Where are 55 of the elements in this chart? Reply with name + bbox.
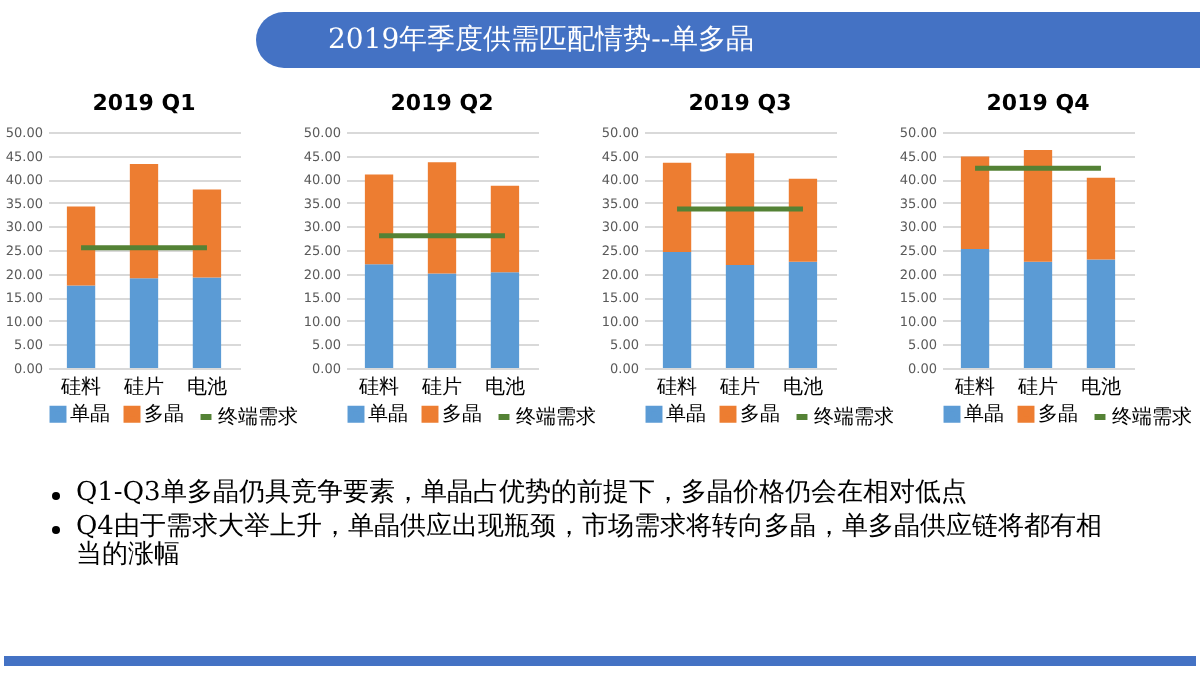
legend-label: 单晶 — [964, 402, 1004, 427]
x-tick-label: 硅片 — [718, 375, 760, 399]
bar — [788, 178, 818, 262]
text: Q1-Q3单多晶仍具竞争要素，单晶占优势的前提下，多晶价格仍会在相对低点 — [76, 478, 967, 508]
x-tick-label: 硅片 — [420, 375, 462, 399]
legend-label: 终端需求 — [1112, 405, 1192, 429]
bar — [725, 153, 755, 266]
legend-label: 单晶 — [368, 402, 408, 427]
chart-title: 2019 Q2 — [390, 90, 494, 116]
legend-label: 单晶 — [70, 402, 110, 427]
bar — [725, 265, 755, 368]
legend-label: 终端需求 — [218, 405, 298, 429]
x-tick-label: 硅片 — [1016, 375, 1058, 399]
bar — [960, 156, 990, 250]
legend-label: 多晶 — [740, 402, 780, 427]
bar — [788, 261, 818, 368]
x-tick-label: 电池 — [1080, 375, 1121, 399]
bar — [192, 277, 222, 368]
x-tick-label: 硅料 — [953, 375, 996, 399]
x-tick-label: 硅片 — [122, 375, 164, 399]
x-tick-label: 电池 — [186, 375, 227, 399]
bar — [364, 264, 394, 368]
bar — [427, 162, 457, 274]
bar — [490, 272, 520, 368]
chart-title: 2019 Q3 — [688, 90, 792, 116]
chart-title: 2019 Q4 — [986, 90, 1091, 116]
x-tick-label: 硅料 — [655, 375, 698, 399]
text: Q4由于需求大举上升，单晶供应出现瓶颈，市场需求将转向多晶，单多晶供应链将都有相当的涨幅 — [76, 512, 1102, 570]
legend-label: 多晶 — [442, 402, 482, 427]
text: 2019年季度供需匹配情势--单多晶 — [256, 12, 1200, 68]
bar — [1023, 261, 1053, 368]
x-tick-label: 硅料 — [59, 375, 102, 399]
x-tick-label: 电池 — [484, 375, 525, 399]
chart-title: 2019 Q1 — [92, 90, 196, 116]
bar — [364, 174, 394, 265]
legend-label: 终端需求 — [516, 405, 596, 429]
legend-label: 多晶 — [144, 402, 184, 427]
bar — [129, 278, 159, 368]
bar — [662, 162, 692, 252]
bar — [960, 249, 990, 368]
bar — [427, 273, 457, 368]
bar — [66, 206, 96, 286]
bar — [490, 185, 520, 273]
bar — [66, 285, 96, 368]
bar — [1086, 177, 1116, 260]
bar — [192, 189, 222, 278]
legend-label: 终端需求 — [814, 405, 894, 429]
bar — [662, 251, 692, 368]
x-tick-label: 硅料 — [357, 375, 400, 399]
x-tick-label: 电池 — [782, 375, 823, 399]
bar — [1086, 259, 1116, 368]
legend-label: 单晶 — [666, 402, 706, 427]
bar — [1023, 149, 1053, 262]
bar — [129, 164, 159, 279]
legend-label: 多晶 — [1038, 402, 1078, 427]
